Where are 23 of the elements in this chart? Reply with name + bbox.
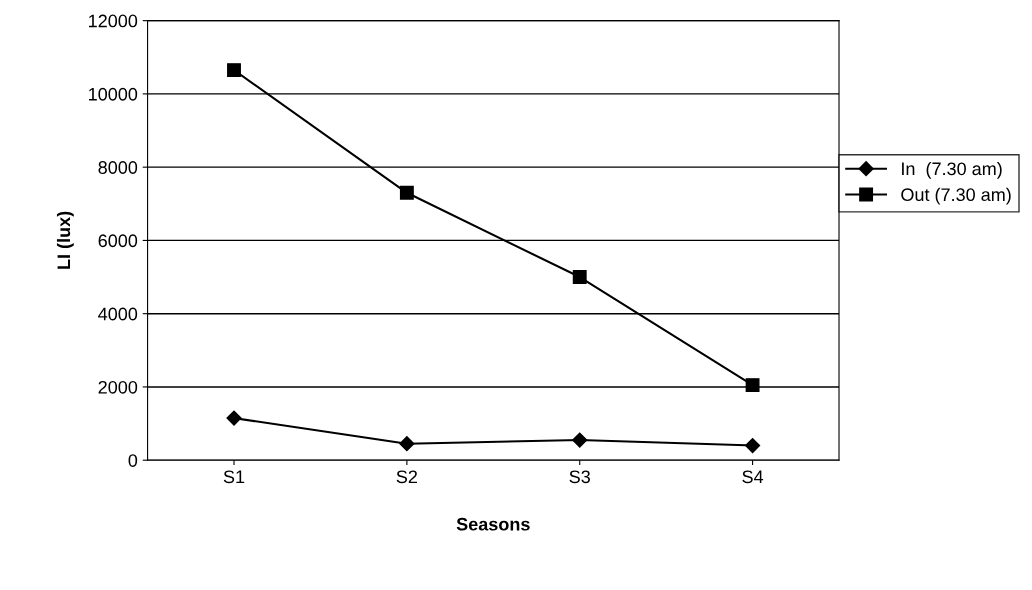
y-tick-label: 12000 [89,14,138,28]
point [399,436,415,452]
y-tick-label: 10000 [89,87,138,101]
y-tick-label: 2000 [98,380,138,394]
x-tick-label: S4 [742,470,764,484]
point [745,378,760,393]
point [226,410,242,426]
point [572,270,587,284]
y-tick-label: 8000 [98,161,138,174]
x-axis-title: Seasons [456,517,530,531]
legend-label: In (7.30 am) [902,161,1002,179]
y-tick-label: 4000 [98,307,138,321]
point [745,437,761,454]
point [227,63,241,78]
y-axis-title: LI (lux) [56,211,74,269]
y-tick-label: 6000 [98,234,138,248]
legend-label: Out (7.30 am) [901,187,1011,205]
x-tick-label: S2 [396,470,417,484]
x-tick-label: S3 [569,470,590,484]
y-tick-label: 0 [128,454,138,467]
point [399,185,414,200]
point [572,432,588,448]
x-tick-label: S1 [223,470,245,484]
